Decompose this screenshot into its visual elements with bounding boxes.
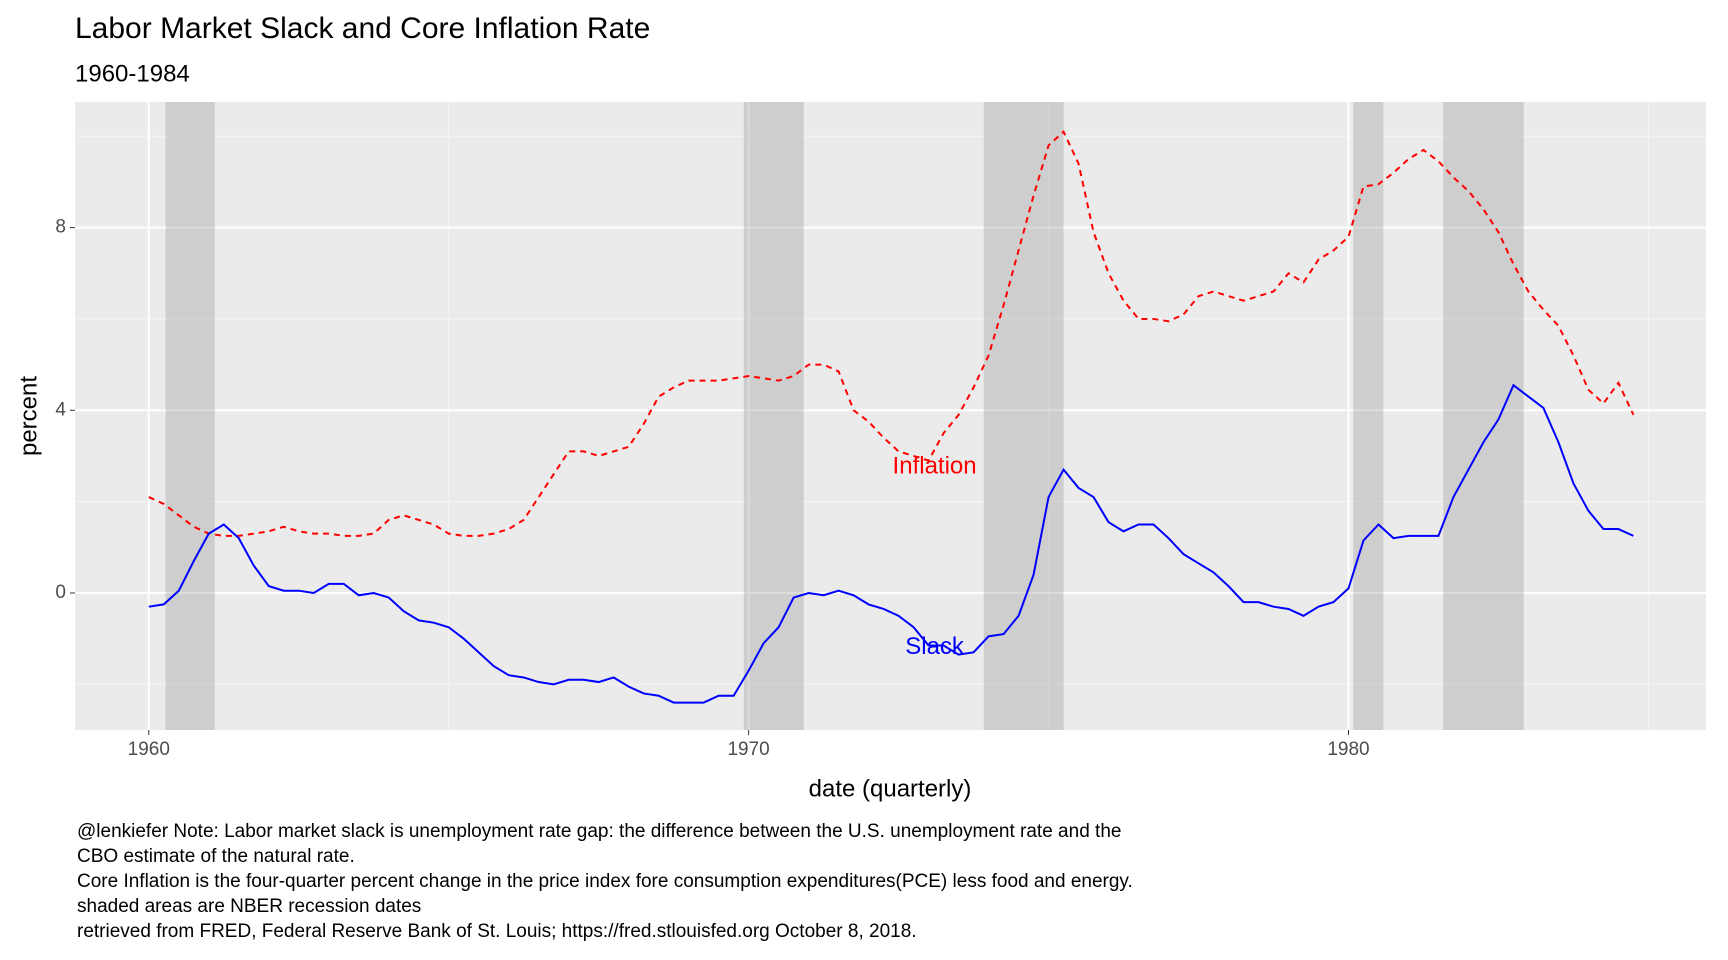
series-line: [148, 383, 1634, 704]
recession-band: [743, 102, 804, 730]
recession-band: [1353, 102, 1384, 730]
chart-subtitle: 1960-1984: [75, 60, 190, 87]
x-axis-title: date (quarterly): [809, 775, 972, 802]
y-axis-title: percent: [15, 376, 42, 456]
y-tick-label: 0: [55, 582, 66, 603]
chart-title: Labor Market Slack and Core Inflation Ra…: [75, 12, 650, 45]
series-line: [148, 130, 1635, 537]
y-tick-label: 4: [55, 399, 66, 420]
note-line: retrieved from FRED, Federal Reserve Ban…: [77, 921, 917, 942]
note-line: Core Inflation is the four-quarter perce…: [77, 871, 1133, 892]
recession-band: [1443, 102, 1524, 730]
note-line: @lenkiefer Note: Labor market slack is u…: [77, 821, 1121, 842]
annotation: Inflation: [893, 453, 977, 480]
note-line: CBO estimate of the natural rate.: [77, 846, 355, 867]
note-line: shaded areas are NBER recession dates: [77, 896, 421, 917]
y-tick-label: 8: [55, 217, 66, 238]
x-tick-label: 1960: [128, 739, 170, 760]
annotation: Slack: [905, 633, 965, 660]
x-tick-label: 1980: [1327, 739, 1369, 760]
x-tick-label: 1970: [727, 739, 769, 760]
recession-band: [983, 102, 1064, 730]
plot-background: [75, 102, 1706, 730]
recession-band: [165, 102, 215, 730]
